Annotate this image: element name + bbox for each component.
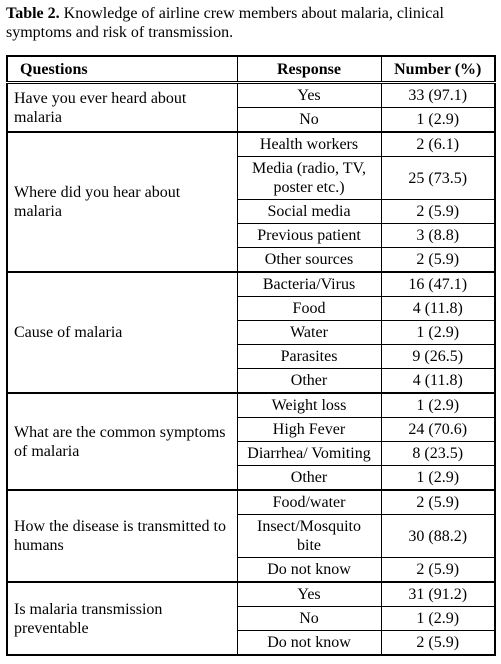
response-cell: Previous patient xyxy=(236,223,382,248)
table-row: No 1 (2.9) xyxy=(7,606,496,631)
number-cell: 31 (91.2) xyxy=(380,581,496,607)
header-row: Questions Response Number (%) xyxy=(6,55,496,84)
response-cell: Health workers xyxy=(236,131,382,157)
question-cell: Have you ever heard about malaria xyxy=(6,81,238,133)
table-row: What are the common symptoms of malaria W… xyxy=(6,392,496,491)
table-row: Insect/Mosquito bite 30 (88.2) xyxy=(7,514,496,558)
response-cell: No xyxy=(236,107,382,133)
table-row: Cause of malaria Bacteria/Virus 16 (47.1) xyxy=(6,271,496,394)
number-cell: 2 (5.9) xyxy=(380,199,496,224)
number-cell: 33 (97.1) xyxy=(380,81,496,108)
number-cell: 2 (5.9) xyxy=(380,557,496,583)
number-cell: 2 (5.9) xyxy=(380,247,496,273)
response-cell: Do not know xyxy=(236,557,382,583)
column-header: Questions xyxy=(6,55,238,84)
response-cell: Yes xyxy=(236,581,382,607)
response-cell: Social media xyxy=(236,199,382,224)
caption: Table 2. Knowledge of airline crew membe… xyxy=(6,4,496,42)
number-cell: 3 (8.8) xyxy=(380,223,496,248)
table-row: Parasites 9 (26.5) xyxy=(7,344,496,369)
number-cell: 1 (2.9) xyxy=(380,320,496,345)
number-cell: 16 (47.1) xyxy=(380,271,496,297)
table-row: Social media 2 (5.9) xyxy=(7,199,496,224)
table-row: Where did you hear about malaria Health w… xyxy=(6,131,496,273)
response-cell: Bacteria/Virus xyxy=(236,271,382,297)
table-row: Do not know 2 (5.9) xyxy=(7,557,496,583)
number-cell: 4 (11.8) xyxy=(380,368,496,394)
table-row: Other 1 (2.9) xyxy=(7,465,496,491)
table-row: Food 4 (11.8) xyxy=(7,296,496,321)
caption-text: Knowledge of airline crew members about … xyxy=(6,5,444,41)
number-cell: 2 (6.1) xyxy=(380,131,496,157)
response-cell: Media (radio, TV, poster etc.) xyxy=(236,156,382,200)
number-cell: 9 (26.5) xyxy=(380,344,496,369)
table-row: How the disease is transmitted to humans… xyxy=(6,489,496,583)
response-cell: Other sources xyxy=(236,247,382,273)
number-cell: 8 (23.5) xyxy=(380,441,496,466)
response-cell: Insect/Mosquito bite xyxy=(236,514,382,558)
response-cell: Weight loss xyxy=(236,392,382,418)
table-row: Diarrhea/ Vomiting 8 (23.5) xyxy=(7,441,496,466)
table-row: Previous patient 3 (8.8) xyxy=(7,223,496,248)
response-cell: Water xyxy=(236,320,382,345)
response-cell: Yes xyxy=(236,81,382,108)
question-cell: What are the common symptoms of malaria xyxy=(6,392,238,491)
number-cell: 1 (2.9) xyxy=(380,392,496,418)
data-table: Questions Response Number (%) Have you eve… xyxy=(6,55,496,656)
response-cell: High Fever xyxy=(236,417,382,442)
number-cell: 1 (2.9) xyxy=(380,107,496,133)
number-cell: 2 (5.9) xyxy=(380,489,496,515)
question-cell: Is malaria transmission preventable xyxy=(6,581,238,656)
table-row: Is malaria transmission preventable Yes 31… xyxy=(6,581,496,656)
number-cell: 25 (73.5) xyxy=(380,156,496,200)
table-row: Have you ever heard about malaria Yes 33 (… xyxy=(6,81,496,133)
number-cell: 24 (70.6) xyxy=(380,417,496,442)
response-cell: Food/water xyxy=(236,489,382,515)
table-body: Have you ever heard about malaria Yes 33 (… xyxy=(6,81,496,656)
response-cell: Diarrhea/ Vomiting xyxy=(236,441,382,466)
column-header: Number (%) xyxy=(380,55,496,84)
table-row: Do not know 2 (5.9) xyxy=(7,630,496,656)
question-cell: How the disease is transmitted to humans xyxy=(6,489,238,583)
question-cell: Cause of malaria xyxy=(6,271,238,394)
response-cell: Food xyxy=(236,296,382,321)
column-header: Response xyxy=(236,55,382,84)
question-cell: Where did you hear about malaria xyxy=(6,131,238,273)
number-cell: 30 (88.2) xyxy=(380,514,496,558)
table-row: Media (radio, TV, poster etc.) 25 (73.5) xyxy=(7,156,496,200)
response-cell: Other xyxy=(236,465,382,491)
response-cell: Parasites xyxy=(236,344,382,369)
table-row: No 1 (2.9) xyxy=(7,107,496,133)
response-cell: No xyxy=(236,606,382,631)
response-cell: Other xyxy=(236,368,382,394)
table-row: High Fever 24 (70.6) xyxy=(7,417,496,442)
response-cell: Do not know xyxy=(236,630,382,656)
number-cell: 1 (2.9) xyxy=(380,606,496,631)
caption-label: Table 2. xyxy=(6,5,60,22)
number-cell: 1 (2.9) xyxy=(380,465,496,491)
number-cell: 2 (5.9) xyxy=(380,630,496,656)
number-cell: 4 (11.8) xyxy=(380,296,496,321)
